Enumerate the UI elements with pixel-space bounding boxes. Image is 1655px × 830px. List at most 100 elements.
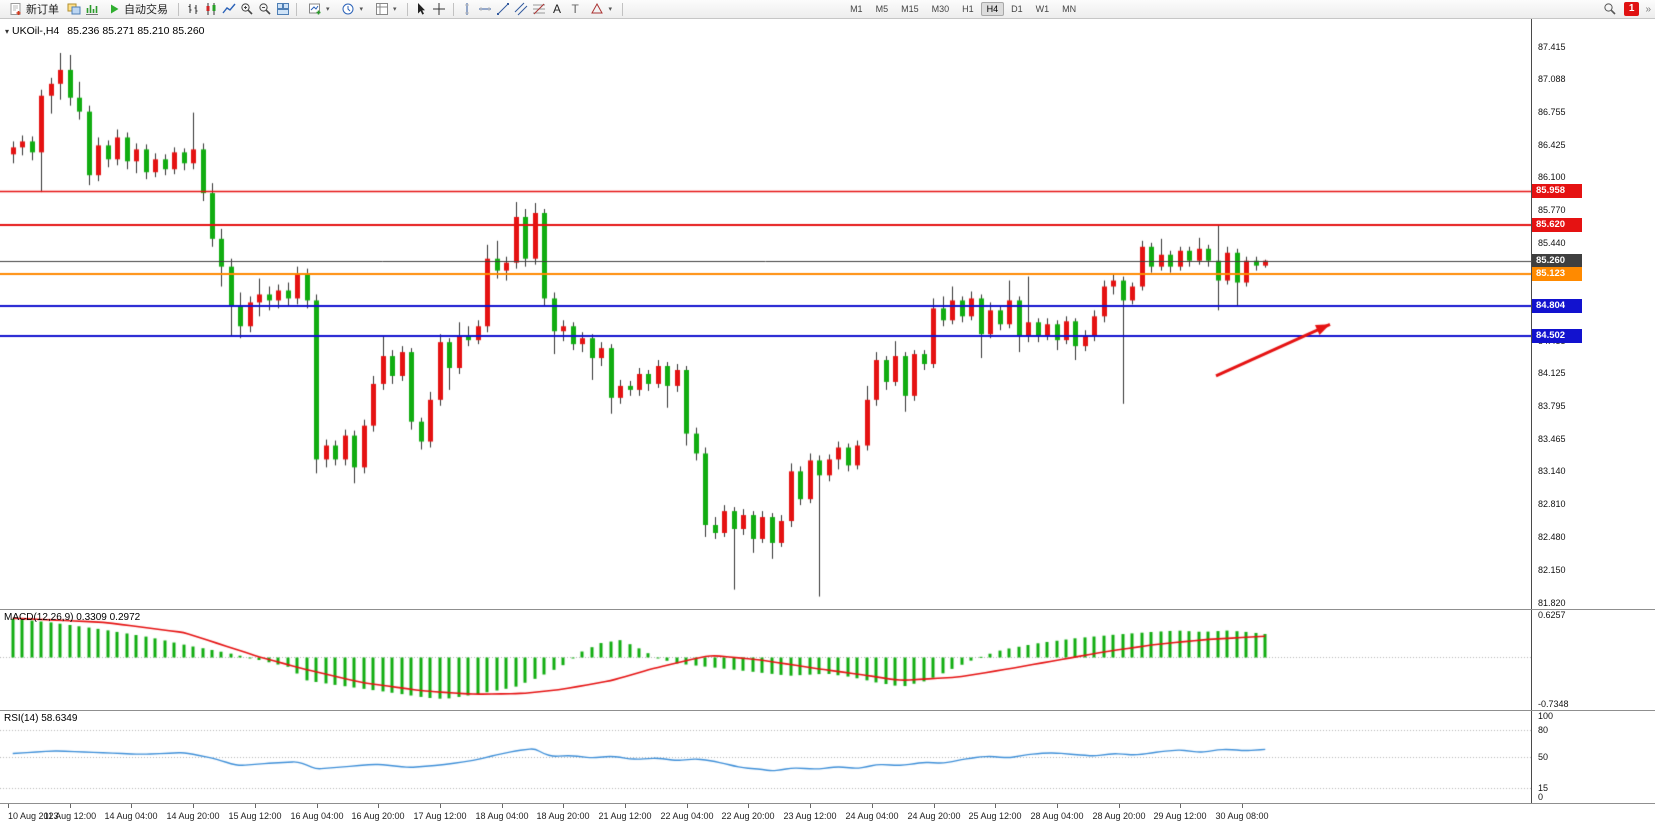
time-axis[interactable]: 10 Aug 2023 11 Aug 12:00 14 Aug 04:00 14 Au… [0, 804, 1655, 830]
search-icon[interactable] [1603, 2, 1618, 17]
time-tick-mark [687, 804, 688, 808]
toolbar-overflow-icon[interactable]: » [1645, 3, 1651, 15]
price-tick: 83.795 [1538, 401, 1566, 411]
crosshair-icon[interactable] [432, 2, 447, 17]
macd-tick: -0.7348 [1538, 699, 1569, 709]
new-order-label: 新订单 [26, 4, 59, 16]
main-chart-canvas[interactable] [0, 19, 1531, 609]
zoom-in-icon[interactable] [239, 2, 254, 17]
periodicity-dropdown[interactable]: ▾ [337, 1, 368, 18]
charts-icon[interactable] [66, 2, 81, 17]
time-tick-mark [193, 804, 194, 808]
macd-tick: 0.6257 [1538, 610, 1566, 620]
new-chart-dropdown[interactable]: ▾ [303, 1, 334, 18]
timeframe-button-h1[interactable]: H1 [962, 4, 974, 14]
notification-badge[interactable]: 1 [1623, 2, 1640, 16]
time-label: 22 Aug 04:00 [660, 811, 714, 821]
macd-label: MACD(12,26,9) 0.3309 0.2972 [4, 612, 141, 623]
templates-dropdown[interactable]: ▾ [370, 1, 401, 18]
time-tick-mark [748, 804, 749, 808]
zoom-out-icon[interactable] [257, 2, 272, 17]
rsi-tick: 50 [1538, 752, 1549, 762]
price-tick: 85.770 [1538, 205, 1566, 215]
time-tick-mark [255, 804, 256, 808]
time-label: 22 Aug 20:00 [721, 811, 775, 821]
tile-windows-icon[interactable] [275, 2, 290, 17]
time-tick-mark [8, 804, 9, 808]
time-label: 25 Aug 12:00 [968, 811, 1022, 821]
bars-icon[interactable] [185, 2, 200, 17]
panel-divider[interactable] [0, 710, 1655, 711]
timeframe-button-m15[interactable]: M15 [901, 4, 919, 14]
auto-trading-label: 自动交易 [124, 4, 168, 16]
chart-title: ▾ UKOil-,H4 85.236 85.271 85.210 85.260 [5, 25, 205, 37]
timeframe-button-h4[interactable]: H4 [980, 2, 1005, 16]
price-tick: 86.755 [1538, 107, 1566, 117]
auto-trading-button[interactable]: 自动交易 [102, 1, 172, 18]
timeframe-button-m30[interactable]: M30 [931, 4, 950, 14]
channel-icon[interactable] [514, 2, 529, 17]
svg-text:A: A [553, 2, 561, 16]
one-click-trading-arrow-icon[interactable]: ▾ [5, 27, 10, 36]
rsi-canvas[interactable] [0, 711, 1531, 803]
candlesticks-icon[interactable] [203, 2, 218, 17]
price-tick: 81.820 [1538, 598, 1566, 608]
rsi-tick: 100 [1538, 711, 1554, 721]
fibonacci-icon[interactable] [532, 2, 547, 17]
time-label: 30 Aug 08:00 [1215, 811, 1269, 821]
time-label: 16 Aug 04:00 [290, 811, 344, 821]
time-tick-mark [625, 804, 626, 808]
timeframe-button-d1[interactable]: D1 [1011, 4, 1023, 14]
price-tick: 82.150 [1538, 565, 1566, 575]
toolbar-separator [622, 2, 624, 16]
shapes-dropdown[interactable]: ▾ [586, 1, 617, 18]
text-icon[interactable]: A [550, 2, 565, 17]
price-tick: 82.480 [1538, 532, 1566, 542]
rsi-tick: 80 [1538, 725, 1549, 736]
timeframe-button-m5[interactable]: M5 [875, 4, 889, 14]
trendline-icon[interactable] [496, 2, 511, 17]
time-label: 23 Aug 12:00 [783, 811, 837, 821]
vertical-line-icon[interactable] [460, 2, 475, 17]
timeframe-button-mn[interactable]: MN [1062, 4, 1077, 14]
time-label: 15 Aug 12:00 [228, 811, 282, 821]
new-order-icon [8, 2, 23, 17]
price-badge: 84.502 [1532, 329, 1582, 343]
symbol-period-label: UKOil-,H4 [12, 25, 60, 37]
price-tick: 87.415 [1538, 42, 1566, 52]
chevron-down-icon: ▾ [359, 6, 364, 13]
price-badge: 84.804 [1532, 299, 1582, 313]
time-tick-mark [563, 804, 564, 808]
macd-canvas[interactable] [0, 610, 1531, 710]
time-label: 28 Aug 20:00 [1092, 811, 1146, 821]
svg-text:T: T [572, 2, 580, 16]
cursor-icon[interactable] [414, 2, 429, 17]
price-tick: 83.140 [1538, 466, 1566, 476]
label-icon[interactable]: T [568, 2, 583, 17]
price-tick: 84.125 [1538, 368, 1566, 378]
time-tick-mark [440, 804, 441, 808]
rsi-tick: 15 [1538, 782, 1549, 793]
time-label: 28 Aug 04:00 [1030, 811, 1084, 821]
price-tick: 82.810 [1538, 499, 1566, 509]
line-chart-icon[interactable] [221, 2, 236, 17]
time-tick-mark [810, 804, 811, 808]
chevron-down-icon: ▾ [608, 6, 613, 13]
price-badge: 85.260 [1532, 254, 1582, 268]
time-tick-mark [934, 804, 935, 808]
timeframe-button-w1[interactable]: W1 [1035, 4, 1050, 14]
time-tick-mark [1057, 804, 1058, 808]
panel-divider[interactable] [0, 803, 1655, 804]
market-watch-icon[interactable] [84, 2, 99, 17]
price-badge: 85.620 [1532, 218, 1582, 232]
price-tick: 87.088 [1538, 74, 1566, 84]
chart-window: ▾ UKOil-,H4 85.236 85.271 85.210 85.260 87… [0, 19, 1655, 830]
timeframe-button-m1[interactable]: M1 [850, 4, 863, 14]
time-label: 14 Aug 04:00 [104, 811, 158, 821]
horizontal-line-icon[interactable] [478, 2, 493, 17]
new-order-button[interactable]: 新订单 [4, 1, 63, 18]
time-tick-mark [995, 804, 996, 808]
panel-divider[interactable] [0, 609, 1655, 610]
time-label: 18 Aug 20:00 [536, 811, 590, 821]
